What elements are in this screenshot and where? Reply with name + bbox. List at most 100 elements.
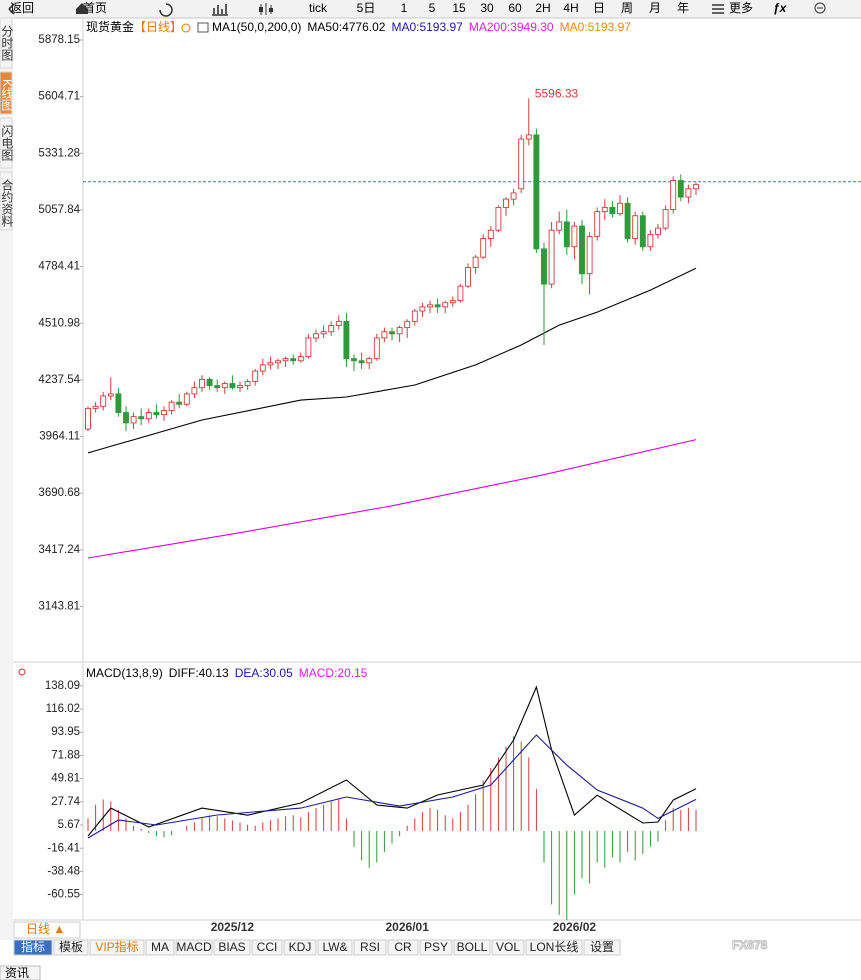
side-tab-bg[interactable] [0,171,13,231]
candle-body [624,202,631,239]
toolbar-button[interactable]: 30 [480,1,494,15]
candle-body [525,134,532,140]
x-tick-label: 2026/01 [386,920,430,934]
candle-body [480,238,487,258]
toolbar-button[interactable]: 日 [593,1,605,15]
candle-icon-body [259,7,263,12]
indicator-tab[interactable]: PSY [424,940,448,954]
indicator-tab-bg[interactable] [13,939,53,956]
side-tab[interactable]: 闪电图 [0,125,14,161]
indicator-tab[interactable]: KDJ [289,940,312,954]
settings-icon[interactable] [18,668,26,676]
indicator-tab-bg[interactable] [53,939,89,956]
instrument-name: 现货黄金 [86,19,134,34]
indicator-tab[interactable]: MA [151,940,169,954]
indicator-tab-bg[interactable] [353,939,387,956]
indicator-tab-bg[interactable] [283,939,317,956]
candle-body [548,229,555,285]
indicator-tab-bg[interactable] [251,939,283,956]
indicator-tab[interactable]: BIAS [218,940,245,954]
indicator-label: MA200:3949.30 [469,20,554,34]
indicator-tab-bg[interactable] [419,939,453,956]
toolbar-button[interactable]: 15 [452,1,466,15]
toolbar-button[interactable]: 年 [677,1,689,15]
toolbar-button[interactable]: 返回 [10,1,34,15]
toolbar-button[interactable]: 首页 [83,1,107,15]
candle-body [389,331,395,335]
indicator-tab-bg[interactable] [387,939,419,956]
indicator-tab-bg[interactable] [453,939,491,956]
y-tick-label: 93.95 [51,726,80,738]
indicator-tab-bg[interactable] [583,939,621,956]
candle-body [199,378,205,389]
indicator-tab[interactable]: CR [394,940,412,954]
side-tab-bg[interactable] [0,117,13,169]
candle-body [442,302,449,308]
toolbar-button[interactable]: 60 [508,1,522,15]
toolbar-button[interactable]: 5日 [357,1,376,15]
indicator-label: MA0:5193.97 [560,20,632,34]
indicator-tab[interactable]: 设置 [590,940,614,954]
indicator-tab-bg[interactable] [491,939,525,956]
candle-body [541,248,547,285]
toolbar-button[interactable]: tick [309,1,328,15]
toolbar-button[interactable]: 5 [429,1,436,15]
candle-body [411,310,418,322]
candle-body [434,304,441,308]
news-tab-bg[interactable] [0,965,41,980]
toolbar-button[interactable]: 4H [563,1,578,15]
candle-body [237,385,243,389]
candle-body [617,202,623,215]
candle-body [168,401,175,411]
y-tick-label: 3690.68 [38,487,80,499]
indicator-tab[interactable]: LON长线 [530,940,579,954]
zoom-icon[interactable] [814,2,826,14]
indicator-tab-bg[interactable] [213,939,251,956]
fx-icon[interactable]: ƒx [773,1,788,15]
candle-body [510,192,517,200]
side-tab[interactable]: K线图 [0,79,14,111]
chart-header: MACD(13,8,9) DIFF:40.13 DEA:30.05 MACD:20.1… [86,666,368,680]
candle-body [586,235,593,275]
candle-body [161,410,167,416]
candle-body [518,138,525,190]
indicator-tab[interactable]: LW& [322,940,347,954]
candle-body [495,206,502,231]
y-tick-label: 3417.24 [38,544,80,556]
indicator-tab[interactable]: MACD [176,940,212,954]
side-tab[interactable]: 合约资料 [0,178,14,227]
add-icon[interactable] [181,23,191,33]
toolbar-button[interactable]: 1 [401,1,408,15]
toolbar-button[interactable]: 更多 [729,1,753,15]
indicator-tab[interactable]: BOLL [457,940,488,954]
candle-body [632,215,639,239]
period-button-bg[interactable] [13,921,81,939]
y-tick-label: 3964.11 [39,431,80,443]
side-tab-bg[interactable] [0,71,13,115]
candle-body [693,184,699,190]
news-tab[interactable]: 资讯 [5,966,29,980]
indicator-line [87,734,697,839]
indicator-tab[interactable]: 指标 [21,939,45,954]
toolbar-button[interactable]: 月 [649,1,661,15]
refresh-icon[interactable] [159,3,173,17]
indicator-tab-bg[interactable] [89,939,145,956]
indicator-tab[interactable]: 模板 [59,940,83,954]
indicator-tab[interactable]: CCI [257,940,278,954]
candle-body [85,407,91,430]
side-tab[interactable]: 分时图 [0,25,14,61]
indicator-tab-bg[interactable] [175,939,213,956]
toolbar-button[interactable]: 周 [621,1,633,15]
candle-body [396,327,403,335]
indicator-tab[interactable]: VOL [496,940,520,954]
toolbar-button[interactable]: 2H [535,1,550,15]
indicator-tab[interactable]: VIP指标 [95,939,138,954]
indicator-tab[interactable]: RSI [360,940,380,954]
candle-body [594,211,601,237]
period-button[interactable]: 日线 ▲ [26,922,65,936]
chart-icon[interactable] [212,4,228,16]
side-tab-bg[interactable] [0,17,13,69]
indicator-tab-bg[interactable] [317,939,353,956]
indicator-tab-bg[interactable] [145,939,175,956]
indicator-tab-bg[interactable] [525,939,583,956]
